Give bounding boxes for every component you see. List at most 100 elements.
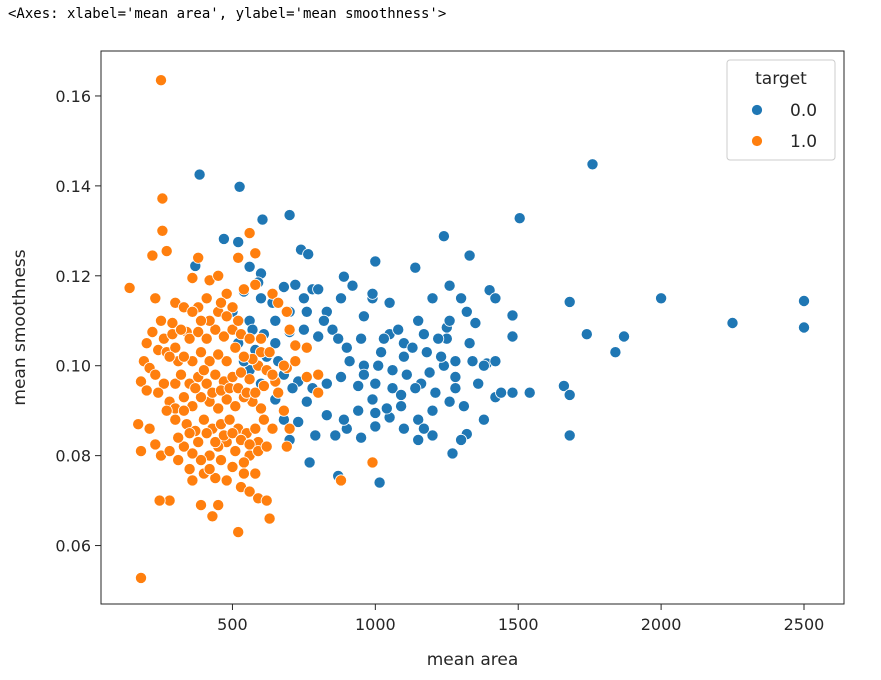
point-series-1-22: [272, 296, 285, 309]
point-series-1-85: [229, 445, 242, 458]
point-series-1-18: [237, 283, 250, 296]
point-series-1-10: [123, 281, 136, 294]
point-series-1-157: [177, 404, 190, 417]
point-series-1-1: [156, 192, 169, 205]
point-series-0-111: [477, 413, 490, 426]
point-series-0-126: [320, 409, 333, 422]
point-series-0-84: [329, 429, 342, 442]
point-series-1-3: [160, 245, 173, 258]
legend-marker-0: [751, 104, 763, 116]
point-series-1-19: [226, 301, 239, 314]
point-series-1-0: [154, 74, 167, 87]
point-series-0-33: [609, 346, 622, 359]
point-series-1-116: [200, 377, 213, 390]
point-series-1-128: [220, 355, 233, 368]
point-series-0-73: [563, 429, 576, 442]
point-series-1-27: [146, 325, 159, 338]
point-series-0-76: [455, 433, 468, 446]
point-series-1-77: [277, 359, 290, 372]
point-series-1-51: [220, 474, 233, 487]
point-series-1-155: [169, 413, 182, 426]
point-series-0-6: [437, 230, 450, 243]
point-series-1-111: [177, 391, 190, 404]
point-series-0-137: [334, 292, 347, 305]
point-series-0-88: [373, 476, 386, 489]
point-series-0-12: [463, 249, 476, 262]
y-axis-label: mean smoothness: [10, 249, 30, 405]
point-series-1-7: [232, 251, 245, 264]
point-series-1-146: [243, 332, 256, 345]
point-series-1-169: [254, 332, 267, 345]
point-series-0-70: [523, 386, 536, 399]
point-series-1-34: [149, 368, 162, 381]
y-axis: 0.06 0.08 0.10 0.12 0.14 0.16: [55, 87, 101, 556]
point-series-0-125: [337, 413, 350, 426]
point-series-1-4: [146, 249, 159, 262]
point-series-1-159: [197, 364, 210, 377]
point-series-1-16: [212, 269, 225, 282]
point-series-1-109: [194, 391, 207, 404]
point-series-0-124: [352, 404, 365, 417]
point-series-0-144: [449, 355, 462, 368]
point-series-0-13: [409, 261, 422, 274]
point-series-1-60: [206, 510, 219, 523]
point-series-0-146: [477, 359, 490, 372]
point-series-0-105: [423, 366, 436, 379]
point-series-1-142: [209, 323, 222, 336]
point-series-0-98: [320, 377, 333, 390]
point-series-0-28: [506, 309, 519, 322]
x-tick-label-2: 1500: [498, 615, 539, 634]
point-series-1-117: [209, 368, 222, 381]
point-series-0-17: [798, 294, 811, 307]
point-series-1-134: [169, 341, 182, 354]
point-series-0-107: [449, 370, 462, 383]
x-tick-label-4: 2500: [784, 615, 825, 634]
point-series-1-11: [149, 292, 162, 305]
point-series-1-66: [280, 440, 293, 453]
point-series-0-21: [337, 270, 350, 283]
point-series-1-140: [192, 325, 205, 338]
point-series-0-103: [395, 400, 408, 413]
point-series-1-173: [226, 427, 239, 440]
point-series-1-105: [229, 400, 242, 413]
point-series-0-5: [256, 213, 269, 226]
point-series-1-89: [194, 454, 207, 467]
legend-title: target: [755, 69, 807, 89]
point-series-0-43: [312, 330, 325, 343]
point-series-1-61: [163, 494, 176, 507]
point-series-0-71: [557, 379, 570, 392]
point-series-1-8: [192, 251, 205, 264]
point-series-1-73: [300, 370, 313, 383]
point-series-1-102: [254, 402, 267, 415]
plot-frame: [100, 50, 845, 605]
point-series-0-24: [383, 296, 396, 309]
point-series-0-2: [586, 158, 599, 171]
y-tick-label-5: 0.16: [55, 87, 91, 106]
point-series-1-84: [237, 456, 250, 469]
point-series-1-101: [249, 422, 262, 435]
point-series-0-0: [193, 168, 206, 181]
point-series-1-53: [243, 485, 256, 498]
point-series-0-30: [798, 321, 811, 334]
point-series-0-119: [375, 346, 388, 359]
y-tick-label-3: 0.12: [55, 267, 91, 286]
point-series-1-156: [160, 404, 173, 417]
x-tick-label-0: 500: [217, 615, 248, 634]
point-series-1-121: [243, 373, 256, 386]
point-series-0-102: [380, 402, 393, 415]
point-series-1-72: [289, 355, 302, 368]
point-series-1-168: [263, 346, 276, 359]
legend-box: [726, 59, 836, 161]
point-series-0-101: [366, 393, 379, 406]
point-series-1-166: [257, 379, 270, 392]
point-series-0-158: [357, 368, 370, 381]
point-series-1-48: [183, 463, 196, 476]
point-series-0-65: [443, 395, 456, 408]
point-series-0-87: [309, 429, 322, 442]
point-series-1-150: [194, 314, 207, 327]
point-series-1-182: [226, 460, 239, 473]
point-series-1-9: [186, 271, 199, 284]
point-series-1-41: [132, 418, 145, 431]
point-series-1-68: [277, 404, 290, 417]
